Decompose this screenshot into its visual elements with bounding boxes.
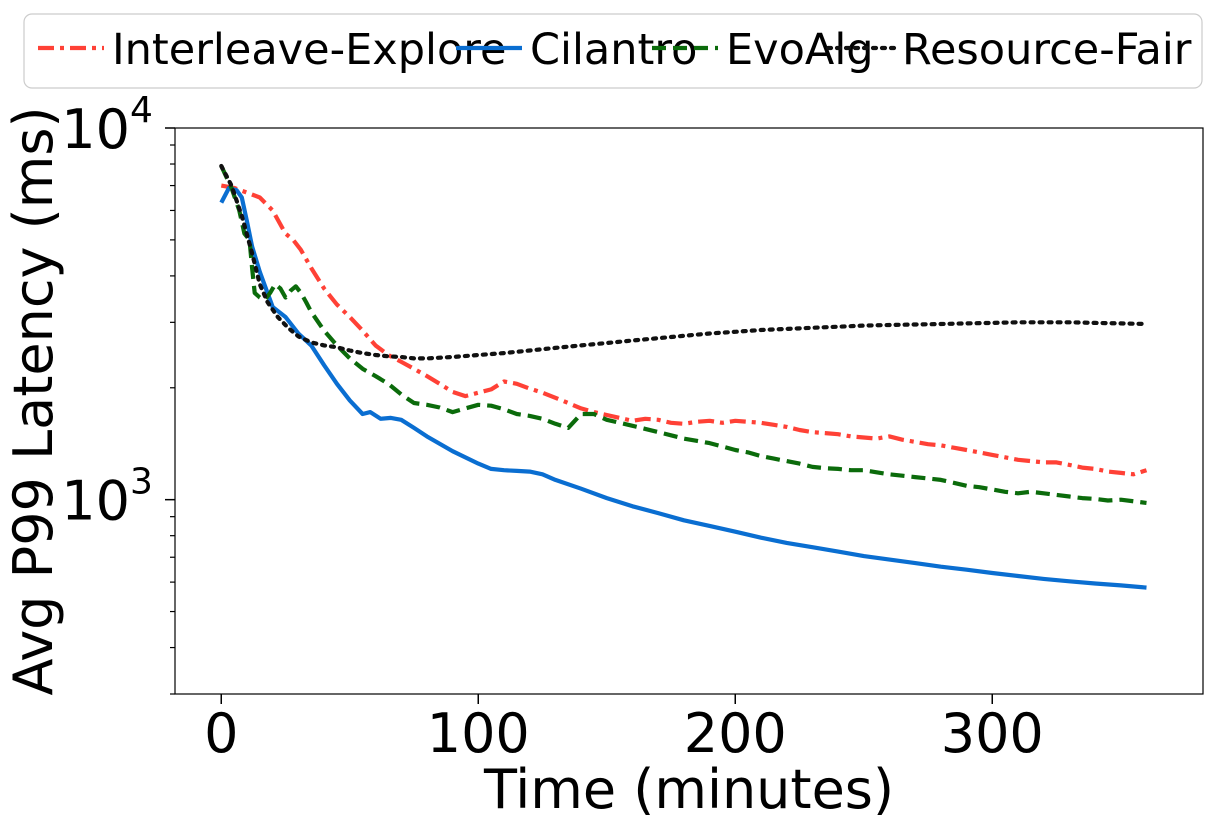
- series-line-evoalg: [219, 165, 1147, 505]
- legend: Interleave-Explore Cilantro EvoAlg Resource…: [23, 13, 1203, 89]
- x-tick-label: 100: [427, 702, 530, 765]
- legend-label-evoalg: EvoAlg: [726, 25, 874, 75]
- legend-label-cilantro: Cilantro: [530, 25, 697, 75]
- y-tick-label-exponent: 4: [130, 90, 153, 131]
- series-line-interleave-explore: [220, 183, 1148, 477]
- legend-box: [23, 13, 1203, 89]
- legend-label-resource-fair: Resource-Fair: [902, 25, 1192, 75]
- x-axis-label: Time (minutes): [483, 758, 894, 821]
- y-tick-label: 10: [61, 98, 130, 161]
- x-axis-ticks: 0 100 200 300: [204, 694, 1044, 765]
- x-tick-label: 0: [204, 702, 238, 765]
- y-axis-label: Avg P99 Latency (ms): [2, 106, 65, 695]
- x-tick-label: 200: [684, 702, 787, 765]
- plot-series: [219, 163, 1149, 590]
- y-tick-label-exponent: 3: [130, 462, 153, 503]
- y-tick-label: 10: [61, 470, 130, 533]
- axes-frame: [174, 127, 1204, 695]
- legend-label-interleave-explore: Interleave-Explore: [112, 25, 506, 75]
- series-line-resource-fair: [219, 163, 1149, 361]
- x-tick-label: 300: [941, 702, 1044, 765]
- series-line-cilantro: [219, 185, 1147, 590]
